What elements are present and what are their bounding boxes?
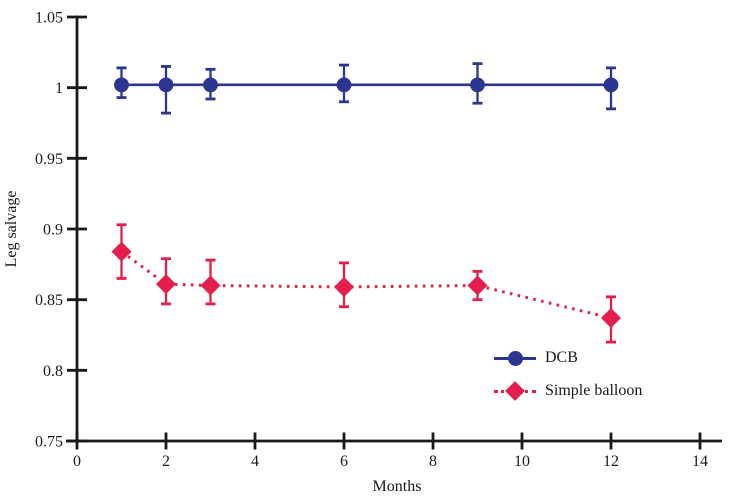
tick-label: 2 — [162, 453, 170, 470]
tick-label: 0.8 — [43, 363, 63, 380]
tick-label: 6 — [340, 453, 348, 470]
legend: DCB Simple balloon — [494, 345, 642, 404]
markers-simple-balloon — [111, 241, 621, 329]
tick-label: 14 — [692, 453, 708, 470]
diamond-marker-icon — [156, 274, 176, 295]
tick-label: 0.9 — [43, 222, 63, 239]
y-axis-ticks: 0.75 0.8 0.85 0.9 0.95 1 1.05 — [35, 10, 87, 451]
diamond-marker-icon — [467, 275, 488, 296]
tick-label: 0.95 — [35, 151, 63, 168]
legend-sample-dcb — [494, 345, 536, 371]
x-axis-ticks: 0 2 4 6 8 10 12 14 — [73, 432, 708, 470]
markers-dcb — [114, 77, 619, 93]
error-bars-simple-balloon — [116, 223, 616, 344]
tick-label: 1 — [55, 80, 63, 97]
circle-marker-icon — [114, 77, 129, 93]
legend-sample-simple-balloon — [494, 378, 536, 404]
series-dcb — [114, 62, 619, 115]
tick-label: 0 — [73, 453, 81, 470]
legend-label-simple-balloon: Simple balloon — [545, 382, 643, 399]
tick-label: 1.05 — [35, 10, 63, 27]
diamond-marker-icon — [111, 241, 132, 262]
tick-label: 10 — [514, 453, 530, 470]
legend-entry-dcb: DCB — [494, 345, 642, 371]
diamond-marker-icon — [200, 275, 221, 296]
error-bars-dcb — [116, 62, 616, 115]
circle-marker-icon — [507, 350, 523, 366]
y-axis-label: Leg salvage — [3, 190, 20, 268]
circle-marker-icon — [470, 77, 485, 93]
circle-marker-icon — [158, 77, 174, 93]
tick-label: 4 — [251, 453, 259, 470]
series-line-simple-balloon — [120, 250, 612, 320]
tick-label: 12 — [603, 453, 619, 470]
series-simple-balloon — [111, 223, 621, 344]
diamond-marker-icon — [334, 276, 354, 297]
legend-label-dcb: DCB — [545, 349, 578, 366]
x-axis-label: Months — [372, 478, 422, 495]
circle-marker-icon — [203, 77, 218, 93]
circle-marker-icon — [336, 77, 352, 93]
tick-label: 0.85 — [35, 292, 63, 309]
circle-marker-icon — [603, 77, 619, 93]
tick-label: 0.75 — [35, 434, 63, 451]
tick-label: 8 — [429, 453, 437, 470]
diamond-marker-icon — [601, 308, 621, 329]
legend-entry-simple-balloon: Simple balloon — [494, 378, 642, 404]
diamond-marker-icon — [505, 381, 525, 401]
